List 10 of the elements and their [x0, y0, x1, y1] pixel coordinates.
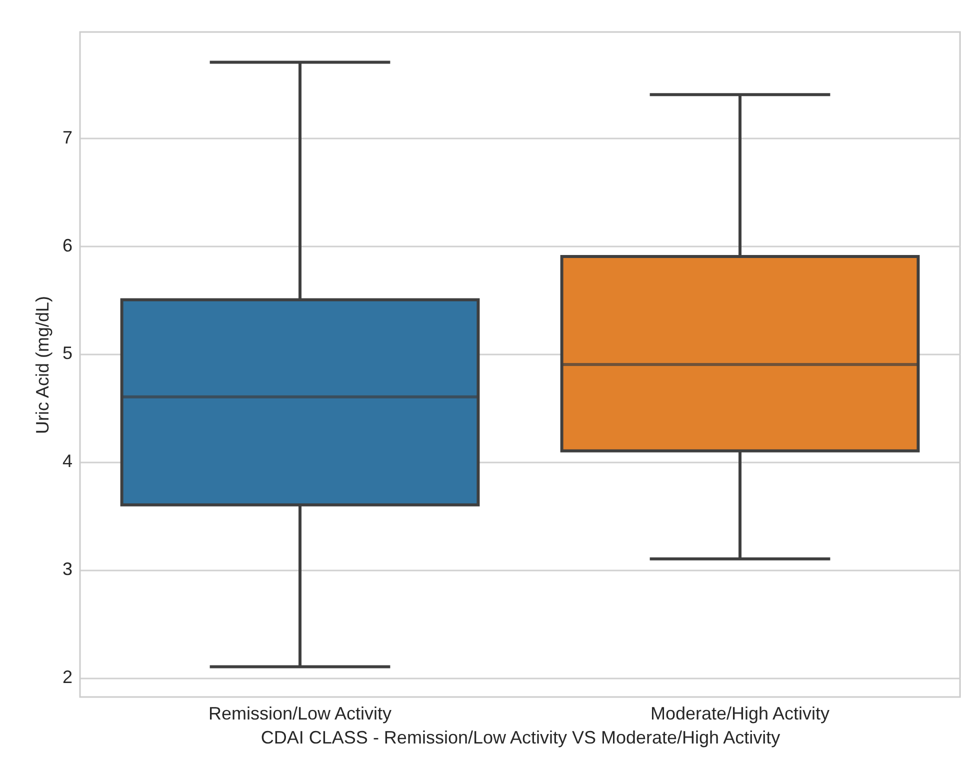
y-tick-label: 4 — [62, 451, 72, 472]
y-tick-label: 3 — [62, 559, 72, 580]
x-tick-label: Remission/Low Activity — [208, 704, 392, 724]
x-tick-label: Moderate/High Activity — [650, 704, 830, 724]
y-tick-label: 5 — [62, 343, 72, 364]
y-axis-title: Uric Acid (mg/dL) — [32, 296, 52, 434]
y-tick-label: 2 — [62, 667, 72, 688]
x-axis-title: CDAI CLASS - Remission/Low Activity VS Moderate/High Activity — [260, 728, 780, 748]
y-tick-label: 6 — [62, 235, 72, 256]
y-tick-label: 7 — [62, 127, 72, 148]
